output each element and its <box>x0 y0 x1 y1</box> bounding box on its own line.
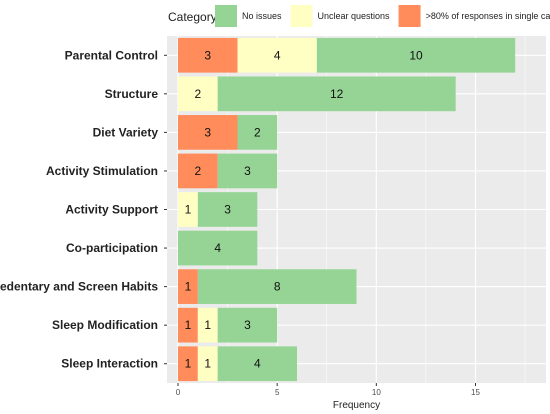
bar-activity-support-no-issues <box>197 192 258 227</box>
x-axis: 0 5 10 15 <box>176 383 480 397</box>
bar-diet-variety-no-issues <box>237 115 278 150</box>
category-label-sedentary-and-screen-habits: Sedentary and Screen Habits <box>0 280 158 294</box>
category-label-diet-variety: Diet Variety <box>93 125 159 139</box>
bar-sleep-modification-no-issues <box>217 307 278 343</box>
legend-swatch <box>215 5 237 27</box>
category-label-activity-support: Activity Support <box>65 203 158 217</box>
category-labels: Parental Control Structure Diet Variety Act… <box>0 48 167 371</box>
bar-sedentary-and-screen-habits-no-issues <box>197 269 357 304</box>
category-label-structure: Structure <box>105 87 159 101</box>
bar-co-participation-no-issues <box>178 230 258 266</box>
bar-value-label: 4 <box>214 241 221 255</box>
bar-value-label: 2 <box>254 125 261 139</box>
bar-value-label: 1 <box>185 357 192 371</box>
legend-swatch <box>398 5 421 27</box>
bar-value-label: 1 <box>204 318 211 332</box>
x-tick-label: 15 <box>471 388 480 397</box>
bar-structure-no-issues <box>217 76 456 112</box>
bars: 3 4 102 123 22 31 341 81 1 31 1 4 <box>178 37 516 382</box>
bar-sedentary-and-screen-habits-80-of-responses-in-single-category <box>178 269 198 304</box>
category-label-parental-control: Parental Control <box>65 48 158 62</box>
bar-sleep-modification-80-of-responses-in-single-category <box>178 307 198 343</box>
bar-value-label: 2 <box>194 87 201 101</box>
bar-activity-support-unclear-questions <box>178 192 198 227</box>
bar-activity-stimulation-no-issues <box>217 153 278 189</box>
bar-diet-variety-80-of-responses-in-single-category <box>178 115 238 150</box>
bar-value-label: 8 <box>274 280 281 294</box>
bar-value-label: 3 <box>204 48 211 62</box>
bar-sleep-interaction-no-issues <box>217 346 297 382</box>
bar-value-label: 2 <box>194 164 201 178</box>
bar-value-label: 1 <box>185 318 192 332</box>
legend-label: >80% of responses in single category <box>426 11 550 21</box>
x-tick-label: 10 <box>372 388 381 397</box>
bar-value-label: 12 <box>330 87 344 101</box>
bar-parental-control-no-issues <box>316 37 516 73</box>
bar-sleep-interaction-unclear-questions <box>197 346 218 382</box>
bar-value-label: 3 <box>244 318 251 332</box>
x-tick-label: 5 <box>275 388 280 397</box>
bar-sleep-modification-unclear-questions <box>197 307 218 343</box>
x-tick-label: 0 <box>176 388 181 397</box>
legend-item-80-of-responses-in-single-category: >80% of responses in single category <box>398 5 550 27</box>
bar-value-label: 1 <box>185 280 192 294</box>
bar-value-label: 4 <box>274 48 281 62</box>
bar-value-label: 1 <box>204 357 211 371</box>
legend-swatch <box>290 5 313 27</box>
category-label-sleep-modification: Sleep Modification <box>52 318 158 332</box>
bar-sleep-interaction-80-of-responses-in-single-category <box>178 346 198 382</box>
category-label-sleep-interaction: Sleep Interaction <box>61 357 158 371</box>
legend-item-no-issues: No issues <box>215 5 282 27</box>
bar-parental-control-unclear-questions <box>237 37 317 73</box>
legend-label: Unclear questions <box>318 11 391 21</box>
bar-value-label: 3 <box>224 203 231 217</box>
bar-value-label: 4 <box>254 357 261 371</box>
legend-title: Category <box>168 10 217 24</box>
legend-item-unclear-questions: Unclear questions <box>290 5 391 27</box>
legend-label: No issues <box>242 11 282 21</box>
x-axis-title: Frequency <box>333 400 380 411</box>
bar-parental-control-80-of-responses-in-single-category <box>178 37 238 73</box>
bar-value-label: 3 <box>204 125 211 139</box>
category-label-activity-stimulation: Activity Stimulation <box>46 164 158 178</box>
bar-activity-stimulation-80-of-responses-in-single-category <box>178 153 218 189</box>
category-label-co-participation: Co-participation <box>66 241 158 255</box>
legend: Category No issues Unclear questions >80% … <box>168 5 550 27</box>
bar-structure-unclear-questions <box>178 76 218 112</box>
bar-value-label: 10 <box>409 48 423 62</box>
bar-value-label: 1 <box>185 203 192 217</box>
bar-value-label: 3 <box>244 164 251 178</box>
